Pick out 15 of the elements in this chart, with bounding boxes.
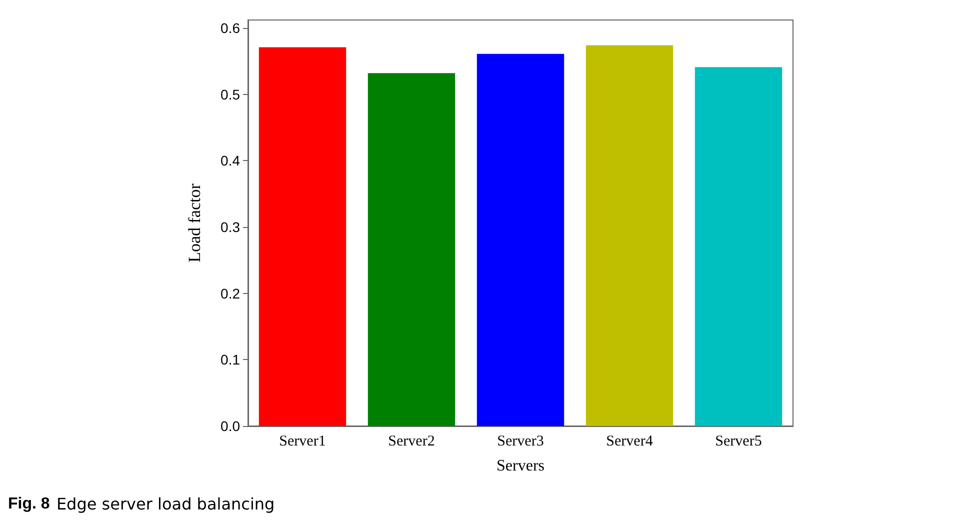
y-tick-label: 0.4 xyxy=(220,152,240,169)
y-tick-label: 0.0 xyxy=(220,418,240,434)
x-tick-label: Server5 xyxy=(715,434,762,450)
y-tick-label: 0.3 xyxy=(220,218,240,235)
x-tick-label: Server3 xyxy=(497,434,544,450)
y-tick-label: 0.6 xyxy=(220,20,240,36)
y-axis-title: Load factor xyxy=(185,183,204,262)
x-tick-label: Server1 xyxy=(279,434,326,450)
x-tick-label: Server4 xyxy=(606,434,654,450)
x-tick-label: Server2 xyxy=(388,434,435,450)
y-tick-label: 0.5 xyxy=(220,86,240,102)
y-tick-label: 0.1 xyxy=(220,352,240,368)
y-tick-label: 0.2 xyxy=(220,285,240,302)
x-axis-title: Servers xyxy=(496,458,544,474)
caption: Fig. 8 Edge server load balancing xyxy=(8,494,275,514)
